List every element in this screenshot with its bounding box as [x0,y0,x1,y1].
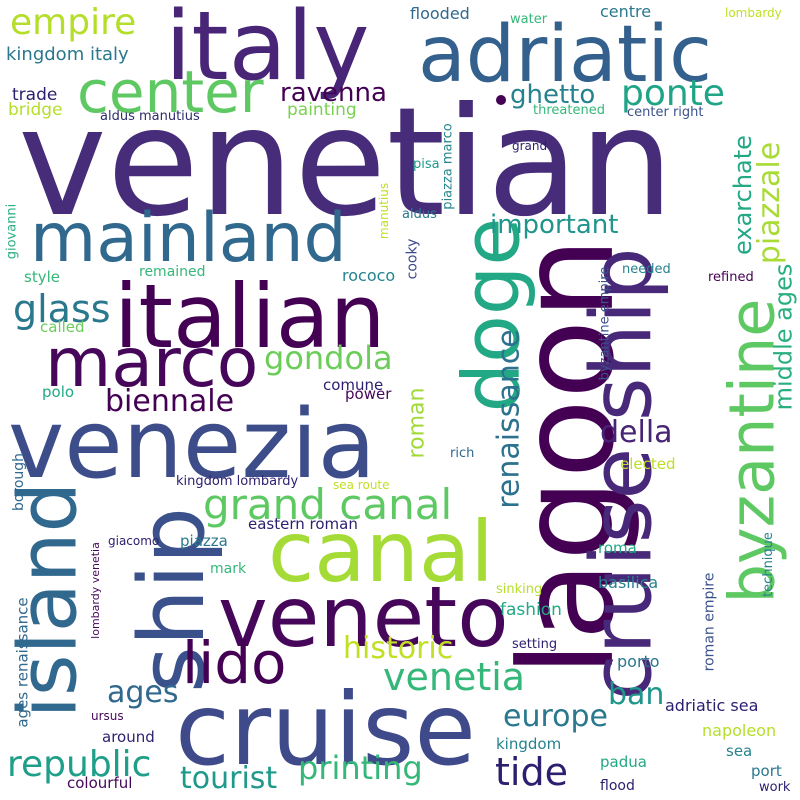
word-ages: ages [107,675,179,710]
word-kingdom: kingdom [496,735,562,753]
word-rococo: rococo [342,266,396,285]
word-italian: italian [114,265,386,368]
word-middle-ages: middle ages [769,263,798,411]
word-work: work [759,780,791,795]
word-lombardy-venetia: lombardy venetia [88,542,102,639]
word-empire: empire [10,2,137,43]
word-center-right: center right [627,105,704,120]
word-needed: needed [622,262,671,277]
word-byzantine-empire: byzantine empire [597,266,613,381]
word-trade: trade [12,85,58,105]
word-kingdom-italy: kingdom italy [6,44,129,65]
word-lombardy: lombardy [725,6,782,20]
word-setting: setting [512,637,558,652]
word-grand: grand [512,139,548,153]
word-grand-canal: grand canal [203,480,453,529]
word-venetian: venetian [18,76,674,250]
word-gondola: gondola [264,339,393,377]
word-style: style [24,268,60,286]
word-refined: refined [708,270,754,285]
word-printing: printing [298,749,423,787]
word-exarchate: exarchate [728,135,757,255]
word-ponte: ponte [621,73,725,114]
word-napoleon: napoleon [702,721,777,740]
word-mark: mark [210,561,247,577]
word-mainland: mainland [30,199,347,278]
word-polo: polo [42,383,75,401]
word-cooky: cooky [404,238,421,280]
word-cruise: cruise [175,671,476,788]
word-bridge: bridge [8,100,63,120]
word-venezia: venezia [8,390,376,500]
word-centre: centre [600,2,652,21]
word-della: della [600,415,673,450]
word-important: important [490,210,619,240]
word-italy: italy [165,0,370,102]
word-called: called [40,318,85,336]
word-roma: roma [598,539,637,557]
word-piazzale: piazzale [752,141,788,265]
word-adriatic-sea: adriatic sea [665,696,759,715]
word-giacomo: giacomo [108,534,160,548]
word-piazza-marco: piazza marco [440,123,456,210]
word-threatened: threatened [533,103,605,118]
word-sea-route: sea route [333,478,390,492]
word-eastern-roman: eastern roman [248,515,358,533]
word-fashion: fashion [500,600,562,620]
word-manutius: manutius [377,182,392,240]
word-basilica: basilica [598,573,659,592]
word-veneto: veneto [218,568,509,666]
word-ursus: ursus [91,709,124,723]
word-renaissance: renaissance [491,329,527,509]
word-cruise-ship: cruise ship [572,247,671,701]
word-lido: lido [182,629,287,697]
word-porto: porto [617,652,660,671]
word-ghetto: ghetto [510,80,596,110]
word-pisa: pisa [413,157,440,172]
word-roman-empire: roman empire [701,572,718,672]
word-marco: marco [45,324,259,403]
word-roman: roman [404,387,430,459]
word-elected: elected [620,455,676,473]
decorative-dot [496,95,506,105]
word-padua: padua [600,753,647,771]
word-tourist: tourist [180,761,278,796]
word-tide: tide [495,750,568,794]
word-europe: europe [503,699,608,734]
word-center: center [77,58,264,126]
word-glass: glass [13,287,111,331]
word-power: power [345,385,392,403]
word-adriatic: adriatic [418,10,712,100]
word-canal: canal [268,503,494,601]
word-biennale: biennale [105,384,235,419]
word-water: water [510,12,548,27]
word-kingdom-lombardy: kingdom lombardy [176,474,299,489]
word-historic: historic [343,631,454,666]
word-ravenna: ravenna [280,78,387,108]
word-piazza: piazza [180,532,228,550]
word-sea: sea [726,742,753,760]
word-venetia: venetia [383,655,526,699]
word-giovanni: giovanni [4,203,20,260]
word-ages-renaissance: ages renaissance [13,597,32,728]
word-port: port [751,762,782,780]
word-republic: republic [7,744,152,785]
word-technique: technique [760,532,776,597]
word-colourful: colourful [67,774,133,792]
word-flooded: flooded [410,4,470,23]
word-sinking: sinking [496,582,543,597]
word-borough: borough [11,452,28,512]
word-flood: flood [600,778,635,794]
word-aldus: aldus [402,207,437,222]
word-around: around [102,728,155,746]
word-ban: ban [608,677,665,712]
word-aldus-manutius: aldus manutius [100,109,200,124]
word-painting: painting [287,100,357,120]
word-remained: remained [139,264,206,280]
word-rich: rich [450,446,475,461]
word-comune: comune [323,376,384,394]
